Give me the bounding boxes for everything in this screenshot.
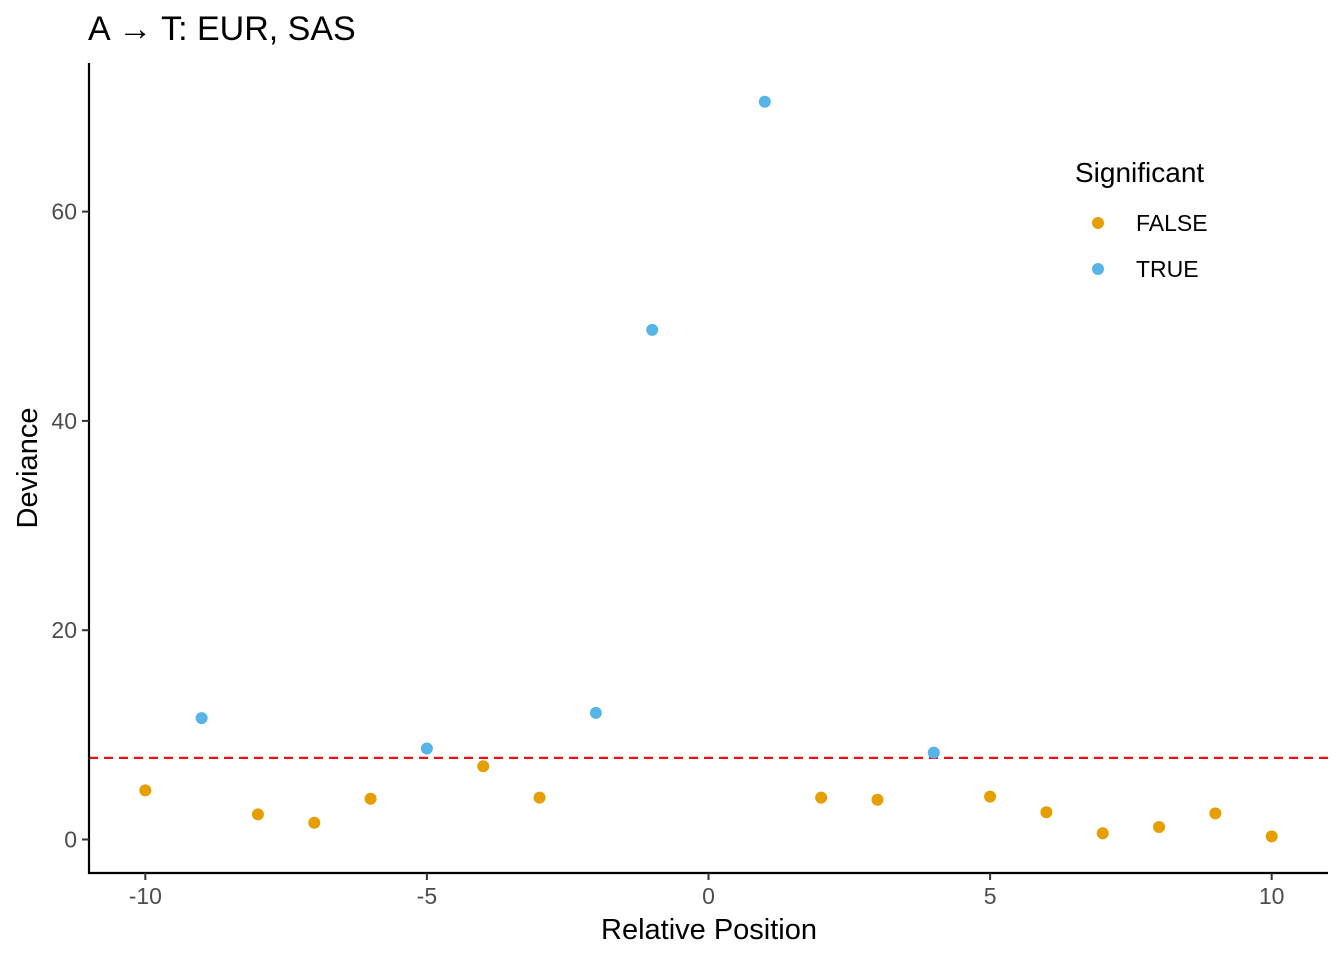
- legend: Significant FALSE TRUE: [1075, 157, 1208, 282]
- x-tick-label: 5: [984, 883, 997, 909]
- legend-entries: FALSE TRUE: [1092, 210, 1208, 282]
- data-point-true: [758, 95, 771, 108]
- data-point-false: [1153, 820, 1166, 833]
- x-tick-label: -10: [129, 883, 162, 909]
- data-point-false: [251, 808, 264, 821]
- data-point-true: [420, 742, 433, 755]
- data-point-true: [646, 323, 659, 336]
- axes: -10 -5 0 5 10 0 20 40 60: [51, 63, 1328, 909]
- data-point-false: [1096, 827, 1109, 840]
- data-point-false: [984, 790, 997, 803]
- x-tick-label: -5: [417, 883, 437, 909]
- y-tick-label: 0: [64, 827, 77, 853]
- x-tick-label: 10: [1259, 883, 1285, 909]
- y-tick-label: 40: [51, 408, 77, 434]
- legend-key-true: [1092, 263, 1104, 275]
- y-tick-label: 20: [51, 617, 77, 643]
- data-point-false: [364, 792, 377, 805]
- legend-label-false: FALSE: [1136, 210, 1208, 236]
- plot-area: [89, 95, 1328, 843]
- x-axis-title: Relative Position: [601, 914, 817, 946]
- data-point-false: [1040, 806, 1053, 819]
- chart-title: A → T: EUR, SAS: [88, 10, 356, 48]
- x-tick-label: 0: [702, 883, 715, 909]
- data-point-false: [1209, 807, 1222, 820]
- y-axis-title: Deviance: [12, 408, 44, 529]
- legend-key-false: [1092, 217, 1104, 229]
- data-point-false: [139, 784, 152, 797]
- data-point-false: [533, 791, 546, 804]
- data-point-false: [815, 791, 828, 804]
- data-point-false: [308, 816, 321, 829]
- data-point-true: [927, 746, 940, 759]
- legend-title: Significant: [1075, 157, 1204, 188]
- data-point-true: [195, 712, 208, 725]
- data-point-false: [1265, 830, 1278, 843]
- y-tick-label: 60: [51, 199, 77, 225]
- data-point-false: [871, 793, 884, 806]
- data-point-false: [477, 760, 490, 773]
- legend-label-true: TRUE: [1136, 256, 1199, 282]
- data-point-true: [589, 706, 602, 719]
